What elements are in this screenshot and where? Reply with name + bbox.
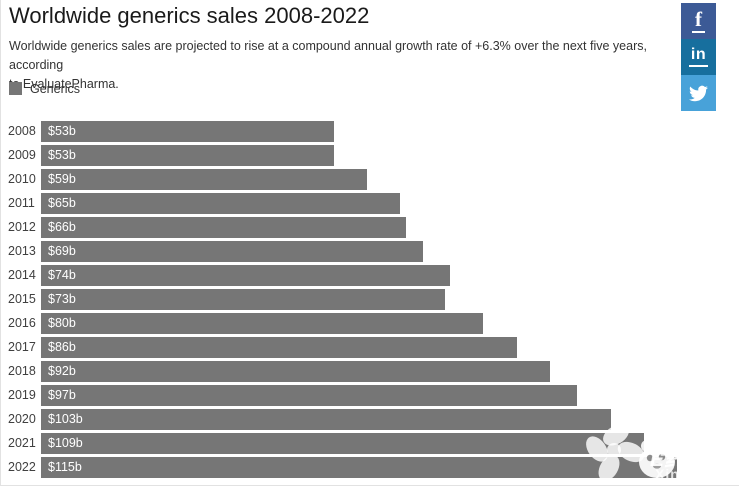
chart-row: 2011 $65b <box>1 191 739 215</box>
social-share-bar: f in <box>681 3 716 111</box>
bar-2009[interactable]: $53b <box>41 144 334 166</box>
bar-value-label: $66b <box>48 220 76 234</box>
chart-row: 2009 $53b <box>1 143 739 167</box>
bar-chart: 2008 $53b 2009 $53b 2010 $59b 2011 $65b 2012 $66b… <box>1 119 739 479</box>
legend-swatch <box>9 82 22 95</box>
bar-value-label: $97b <box>48 388 76 402</box>
year-axis-label: 2018 <box>8 364 36 378</box>
bar-2017[interactable]: $86b <box>41 336 517 358</box>
year-axis-label: 2017 <box>8 340 36 354</box>
year-axis-label: 2019 <box>8 388 36 402</box>
bar-2010[interactable]: $59b <box>41 168 367 190</box>
facebook-icon: f <box>695 6 702 31</box>
linkedin-icon: in <box>690 46 707 63</box>
bar-value-label: $73b <box>48 292 76 306</box>
chart-row: 2012 $66b <box>1 215 739 239</box>
legend-item-generics[interactable]: Generics <box>9 81 80 96</box>
year-axis-label: 2016 <box>8 316 36 330</box>
bar-2021[interactable]: $109b <box>41 432 644 454</box>
chart-row: 2008 $53b <box>1 119 739 143</box>
bar-value-label: $74b <box>48 268 76 282</box>
year-axis-label: 2022 <box>8 460 36 474</box>
bar-2011[interactable]: $65b <box>41 192 400 214</box>
subtitle-line-2: to EvaluatePharma. <box>9 77 119 91</box>
bar-2013[interactable]: $69b <box>41 240 423 262</box>
bar-2008[interactable]: $53b <box>41 120 334 142</box>
facebook-share-button[interactable]: f <box>681 3 716 39</box>
bar-2019[interactable]: $97b <box>41 384 577 406</box>
linkedin-icon-underline <box>689 65 708 67</box>
year-axis-label: 2011 <box>8 196 35 210</box>
chart-row: 2020 $103b <box>1 407 739 431</box>
bar-value-label: $109b <box>48 436 83 450</box>
bar-2014[interactable]: $74b <box>41 264 450 286</box>
chart-row: 2022 $115b <box>1 455 739 479</box>
bar-2020[interactable]: $103b <box>41 408 611 430</box>
year-axis-label: 2010 <box>8 172 36 186</box>
bar-value-label: $86b <box>48 340 76 354</box>
bar-value-label: $65b <box>48 196 76 210</box>
twitter-bird-icon <box>689 85 708 101</box>
year-axis-label: 2020 <box>8 412 36 426</box>
chart-row: 2014 $74b <box>1 263 739 287</box>
legend-label: Generics <box>30 81 81 96</box>
page-title: Worldwide generics sales 2008-2022 <box>9 3 370 28</box>
chart-row: 2018 $92b <box>1 359 739 383</box>
bar-2012[interactable]: $66b <box>41 216 406 238</box>
facebook-icon-underline <box>692 30 705 33</box>
bar-2018[interactable]: $92b <box>41 360 550 382</box>
year-axis-label: 2009 <box>8 148 36 162</box>
bar-value-label: $53b <box>48 124 76 138</box>
year-axis-label: 2014 <box>8 268 36 282</box>
bar-value-label: $103b <box>48 412 83 426</box>
chart-row: 2015 $73b <box>1 287 739 311</box>
chart-row: 2019 $97b <box>1 383 739 407</box>
bar-value-label: $59b <box>48 172 76 186</box>
chart-row: 2017 $86b <box>1 335 739 359</box>
bar-2016[interactable]: $80b <box>41 312 483 334</box>
year-axis-label: 2021 <box>8 436 36 450</box>
bar-value-label: $69b <box>48 244 76 258</box>
linkedin-share-button[interactable]: in <box>681 39 716 75</box>
year-axis-label: 2013 <box>8 244 36 258</box>
bar-2022[interactable]: $115b <box>41 456 677 478</box>
twitter-share-button[interactable] <box>681 75 716 111</box>
bar-value-label: $80b <box>48 316 76 330</box>
chart-row: 2021 $109b <box>1 431 739 455</box>
year-axis-label: 2015 <box>8 292 36 306</box>
bar-value-label: $92b <box>48 364 76 378</box>
bar-value-label: $53b <box>48 148 76 162</box>
bar-2015[interactable]: $73b <box>41 288 445 310</box>
chart-row: 2013 $69b <box>1 239 739 263</box>
year-axis-label: 2008 <box>8 124 36 138</box>
bar-value-label: $115b <box>48 460 82 474</box>
year-axis-label: 2012 <box>8 220 36 234</box>
chart-subtitle: Worldwide generics sales are projected t… <box>9 37 677 94</box>
subtitle-line-1: Worldwide generics sales are projected t… <box>9 39 647 72</box>
chart-row: 2016 $80b <box>1 311 739 335</box>
chart-row: 2010 $59b <box>1 167 739 191</box>
